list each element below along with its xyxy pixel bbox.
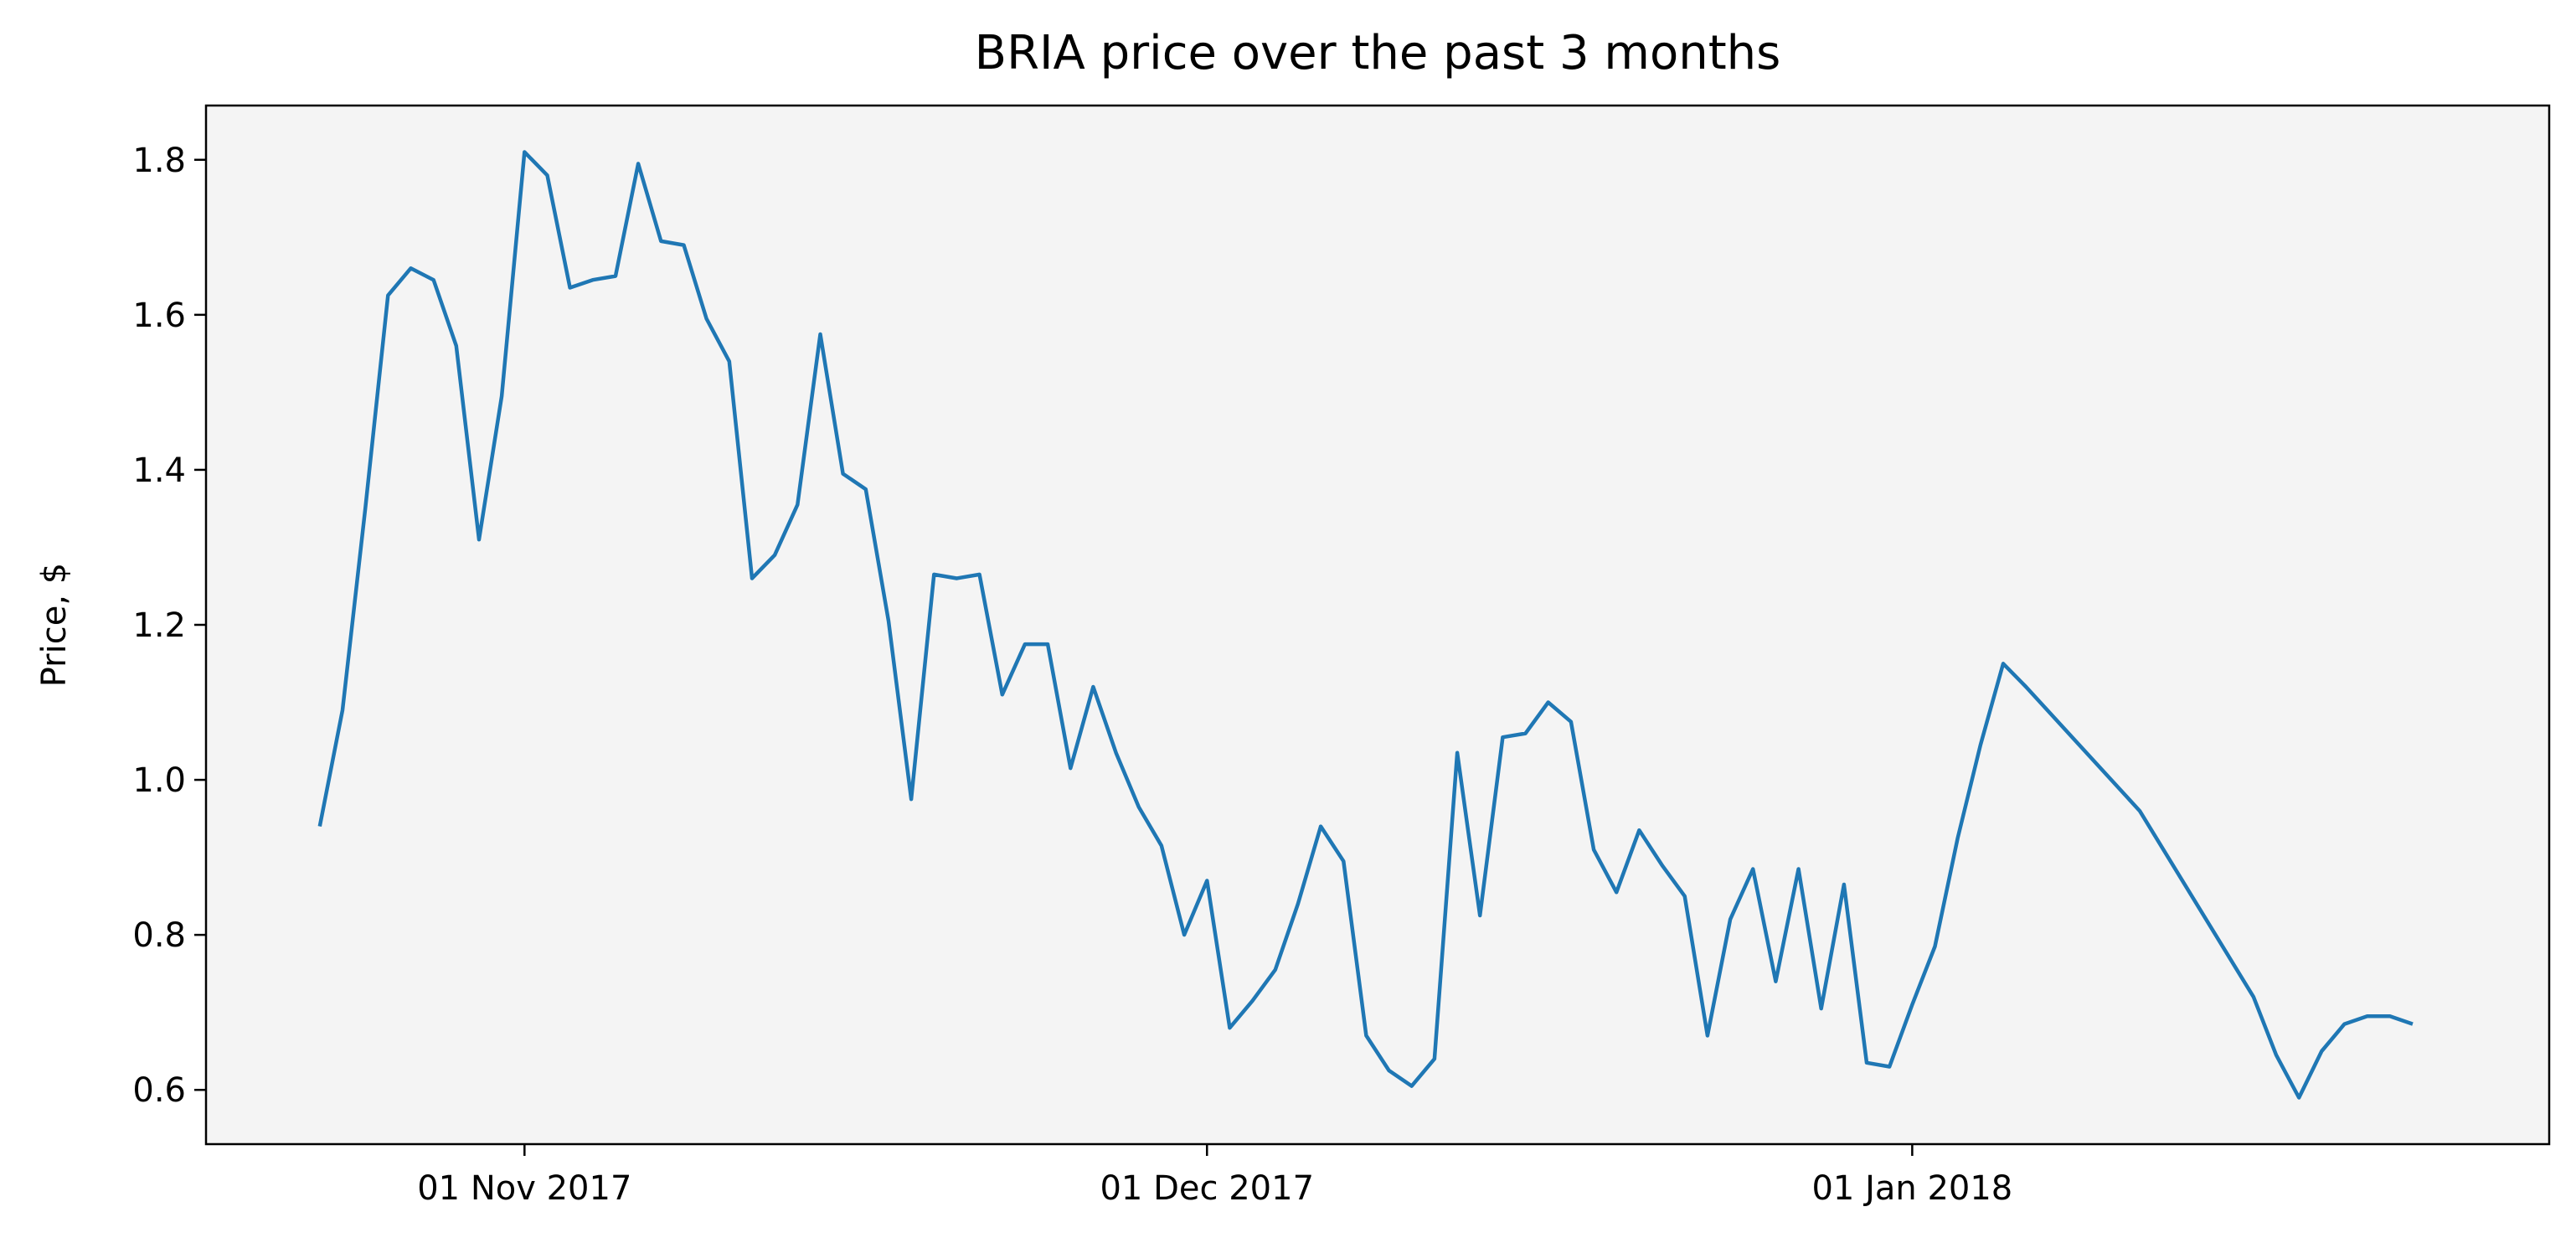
y-tick-label: 1.8: [132, 142, 186, 180]
y-tick-label: 1.2: [132, 606, 186, 645]
x-axis: 01 Nov 2017 01 Dec 2017 01 Jan 2018: [417, 1144, 2012, 1208]
price-line-series: [317, 150, 2414, 1100]
y-tick-label: 1.6: [132, 297, 186, 335]
plot-area: [206, 106, 2549, 1144]
y-tick-label: 1.4: [132, 451, 186, 490]
y-axis-label: Price, $: [35, 563, 74, 687]
y-tick-label: 0.8: [132, 916, 186, 955]
chart-title: BRIA price over the past 3 months: [975, 26, 1781, 80]
x-tick-label: 01 Nov 2017: [417, 1169, 631, 1208]
x-tick-label: 01 Dec 2017: [1100, 1169, 1314, 1208]
x-tick-label: 01 Jan 2018: [1811, 1169, 2012, 1208]
y-tick-label: 0.6: [132, 1071, 186, 1110]
y-tick-label: 1.0: [132, 761, 186, 800]
plot-frame: [204, 104, 2551, 1146]
y-axis: 0.6 0.8 1.0 1.2 1.4 1.6 1.8: [132, 142, 206, 1110]
